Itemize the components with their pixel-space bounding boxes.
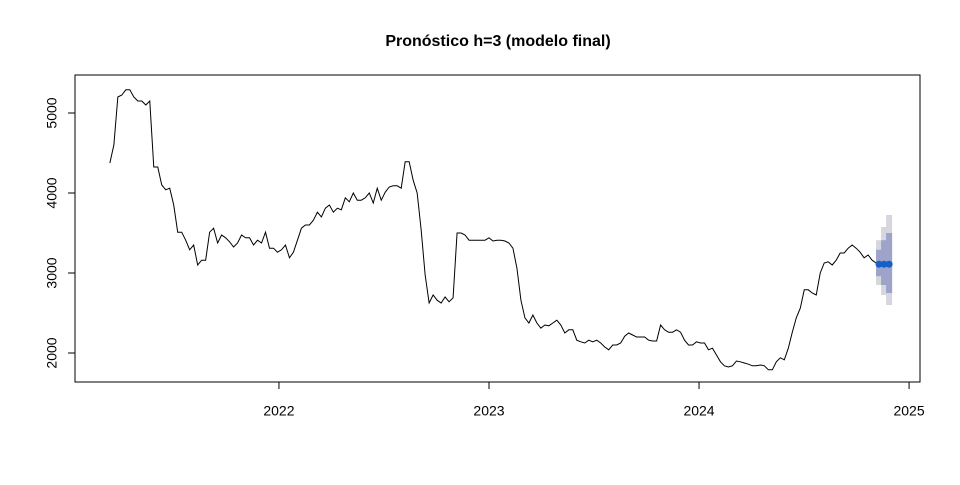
x-tick-label: 2024 bbox=[683, 403, 714, 419]
x-tick-label: 2022 bbox=[263, 403, 294, 419]
forecast-point bbox=[875, 260, 883, 268]
y-tick-label: 5000 bbox=[44, 97, 60, 128]
x-tick-label: 2025 bbox=[893, 403, 924, 419]
forecast-point bbox=[885, 260, 893, 268]
y-tick-label: 3000 bbox=[44, 257, 60, 288]
forecast-point bbox=[880, 260, 888, 268]
chart-title: Pronóstico h=3 (modelo final) bbox=[385, 33, 610, 50]
y-tick-label: 2000 bbox=[44, 337, 60, 368]
data-line bbox=[109, 89, 877, 371]
x-tick-label: 2023 bbox=[473, 403, 504, 419]
y-tick-label: 4000 bbox=[44, 177, 60, 208]
